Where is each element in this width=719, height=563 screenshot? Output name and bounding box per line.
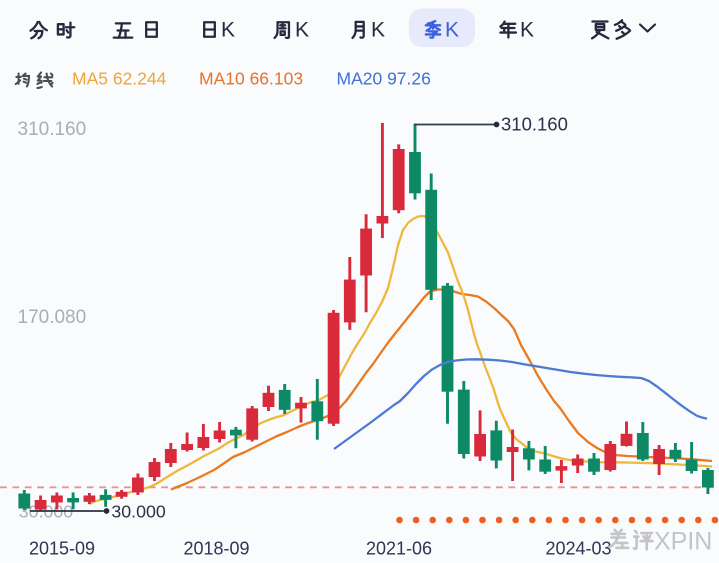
svg-text:K: K: [520, 19, 534, 42]
svg-text:170.080: 170.080: [18, 307, 87, 328]
svg-text:XPIN: XPIN: [654, 528, 712, 556]
svg-text:310.160: 310.160: [18, 119, 87, 140]
svg-text:K: K: [295, 19, 309, 42]
svg-text:MA5 62.244: MA5 62.244: [72, 69, 167, 89]
svg-text:2015-09: 2015-09: [29, 539, 95, 559]
svg-text:MA20 97.26: MA20 97.26: [337, 69, 431, 89]
svg-text:2021-06: 2021-06: [366, 539, 432, 559]
svg-text:MA10 66.103: MA10 66.103: [199, 69, 303, 89]
svg-text:2024-03: 2024-03: [545, 539, 611, 559]
svg-text:K: K: [221, 19, 235, 42]
svg-text:K: K: [445, 19, 459, 42]
svg-text:30.000: 30.000: [111, 502, 165, 522]
svg-text:K: K: [371, 19, 385, 42]
svg-text:2018-09: 2018-09: [183, 539, 249, 559]
svg-text:310.160: 310.160: [501, 114, 568, 135]
